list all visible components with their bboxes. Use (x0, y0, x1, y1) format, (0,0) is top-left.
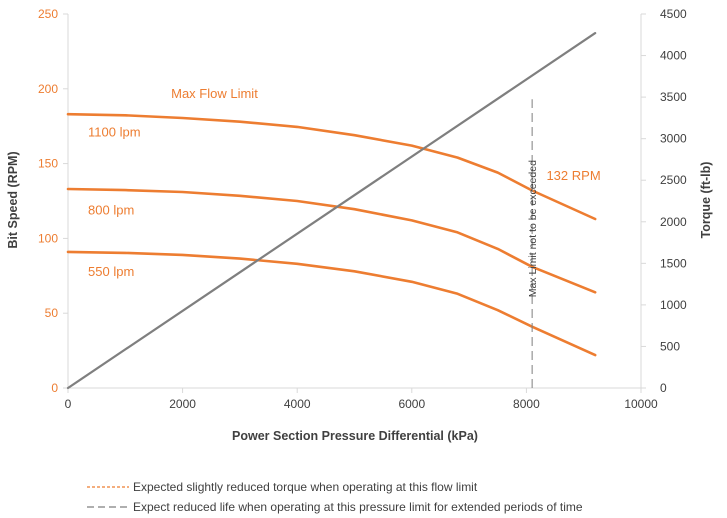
y-axis-right-title: Torque (ft-lb) (699, 162, 713, 239)
legend-text-flow-limit: Expected slightly reduced torque when op… (133, 480, 478, 494)
x-tick-label: 0 (65, 397, 72, 411)
y-left-tick-label: 50 (45, 306, 59, 320)
annotation-max-flow-limit: Max Flow Limit (171, 86, 258, 101)
annotation-132-rpm: 132 RPM (546, 168, 600, 183)
x-tick-label: 6000 (398, 397, 425, 411)
x-tick-label: 10000 (624, 397, 658, 411)
annotation-550-lpm: 550 lpm (88, 264, 134, 279)
y-left-tick-label: 150 (38, 157, 58, 171)
y-right-tick-label: 0 (660, 381, 667, 395)
series-line-800-lpm (66, 187, 597, 294)
series-line-torque (66, 31, 597, 390)
y-right-tick-label: 2000 (660, 215, 687, 229)
x-tick-label: 8000 (513, 397, 540, 411)
y-left-tick-label: 0 (51, 381, 58, 395)
y-right-tick-label: 2500 (660, 173, 687, 187)
legend: Expected slightly reduced torque when op… (87, 480, 583, 514)
annotations: Max Limit not to be exceeded Max Flow Lim… (88, 86, 601, 388)
y-right-tick-label: 4000 (660, 49, 687, 63)
y-right-tick-label: 500 (660, 339, 680, 353)
x-axis-title: Power Section Pressure Differential (kPa… (232, 429, 478, 443)
y-right-tick-label: 3000 (660, 132, 687, 146)
y-right-tick-label: 1000 (660, 298, 687, 312)
y-right-tick-label: 4500 (660, 7, 687, 21)
y-right-tick-label: 1500 (660, 256, 687, 270)
annotation-800-lpm: 800 lpm (88, 202, 134, 217)
y-axis-left-title: Bit Speed (RPM) (6, 151, 20, 248)
x-tick-label: 2000 (169, 397, 196, 411)
series-line-550-lpm (66, 250, 597, 357)
series-layer (66, 31, 597, 390)
y-left-tick-label: 200 (38, 82, 58, 96)
axes: 0 2000 4000 6000 8000 10000050100150200250050… (38, 7, 687, 411)
annotation-1100-lpm: 1100 lpm (88, 125, 141, 140)
y-left-tick-label: 250 (38, 7, 58, 21)
pressure-limit-label: Max Limit not to be exceeded (527, 160, 539, 297)
legend-text-pressure-limit: Expect reduced life when operating at th… (133, 500, 583, 514)
y-left-tick-label: 100 (38, 231, 58, 245)
series-line-1100-lpm (66, 112, 597, 221)
x-tick-label: 4000 (284, 397, 311, 411)
y-right-tick-label: 3500 (660, 90, 687, 104)
